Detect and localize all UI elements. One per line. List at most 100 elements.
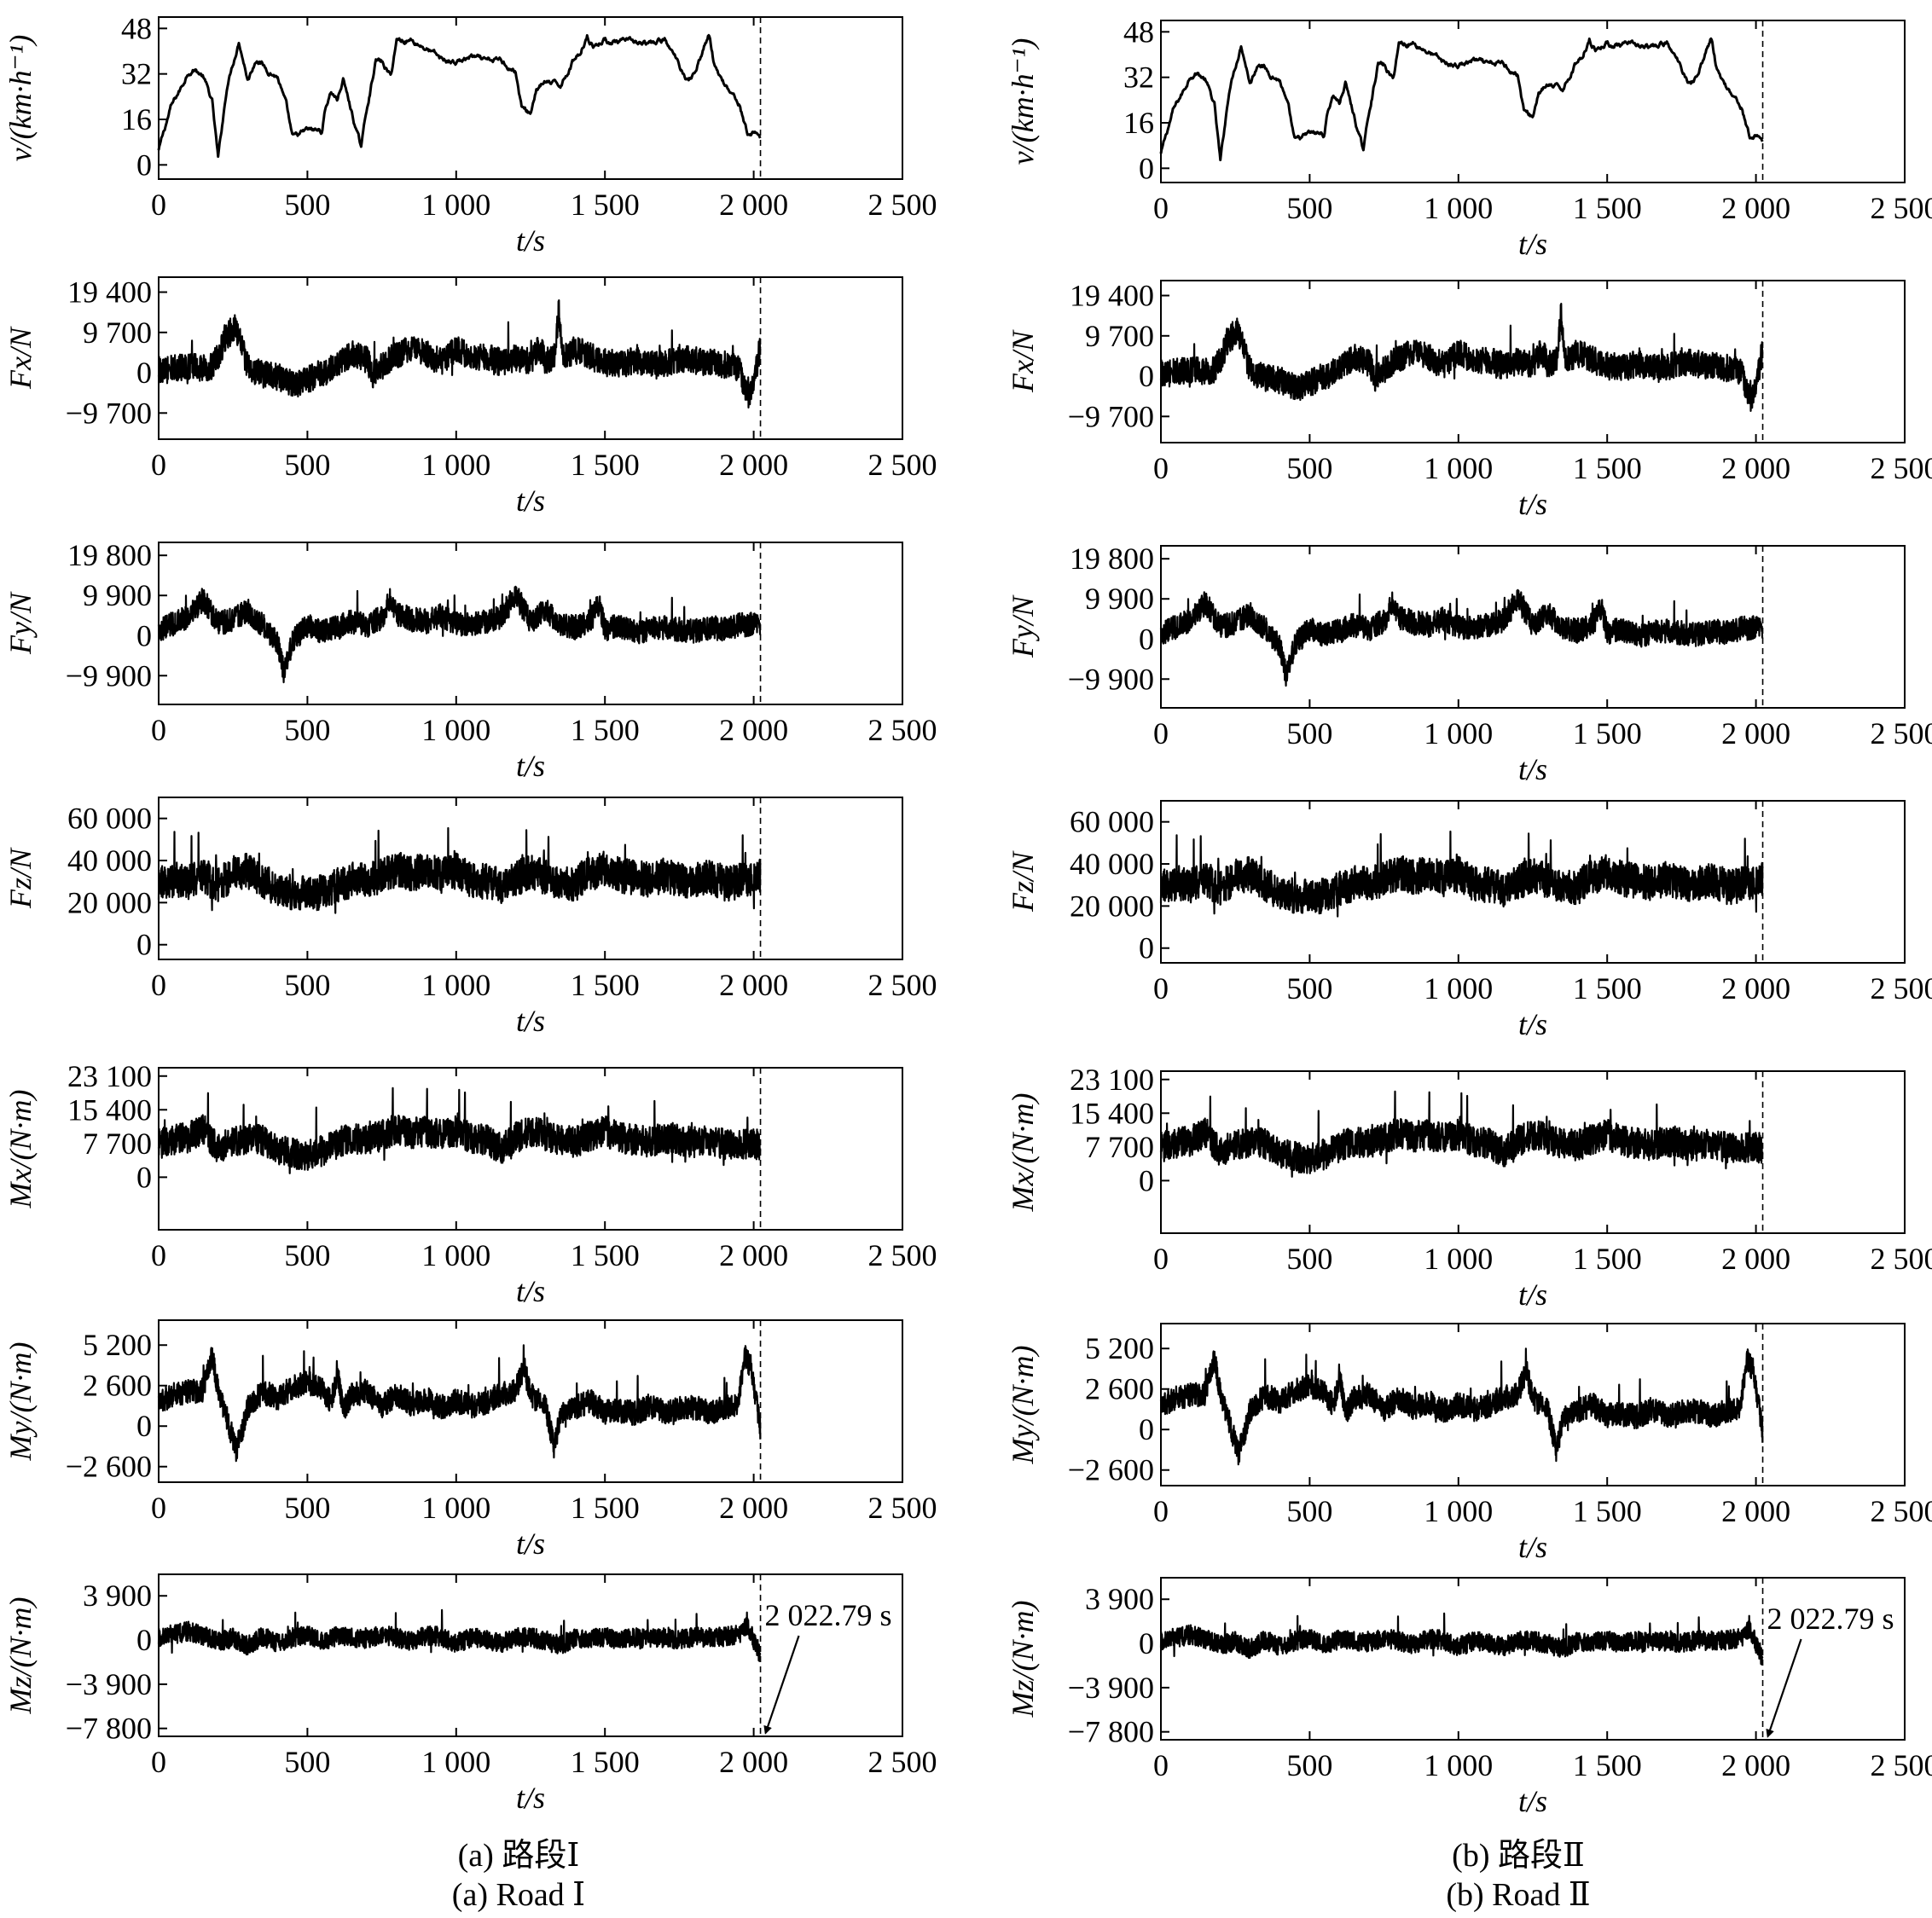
- y-axis-label-b-6: My/(N·m): [1006, 1346, 1040, 1465]
- x-tick-label-a-5-1: 500: [284, 1238, 330, 1272]
- x-axis-label-b-5: t/s: [1518, 1278, 1547, 1312]
- chart-panel-b-6: 0 500 1 000 1 500 2 000 2 500 t/s −2 600 0 2 600 5…: [1006, 1323, 1932, 1564]
- y-axis-label-b-2: Fx/N: [1006, 329, 1040, 393]
- x-tick-label-b-1-3: 1 500: [1573, 191, 1642, 225]
- series-line-b-5: [1159, 1090, 1764, 1178]
- y-tick-label-b-4-1: 20 000: [1070, 889, 1154, 923]
- x-tick-label-b-2-1: 500: [1286, 451, 1332, 485]
- x-axis-label-b-4: t/s: [1518, 1007, 1547, 1041]
- y-tick-label-a-5-2: 15 400: [67, 1092, 152, 1127]
- y-axis-label-b-3: Fy/N: [1006, 594, 1040, 658]
- x-tick-label-b-4-5: 2 500: [1871, 971, 1932, 1005]
- x-tick-label-a-3-4: 2 000: [719, 713, 788, 747]
- x-tick-label-b-7-5: 2 500: [1871, 1748, 1932, 1782]
- y-tick-label-b-7-3: 3 900: [1085, 1582, 1154, 1616]
- y-tick-label-a-5-3: 23 100: [67, 1059, 152, 1093]
- x-tick-label-b-6-4: 2 000: [1721, 1494, 1790, 1528]
- x-axis-label-a-7: t/s: [516, 1781, 545, 1815]
- y-axis-label-a-7: Mz/(N·m): [3, 1597, 38, 1715]
- x-axis-label-a-3: t/s: [516, 749, 545, 783]
- series-line-b-7: [1159, 1612, 1764, 1666]
- y-tick-label-b-3-3: 19 800: [1070, 542, 1154, 576]
- annotation-arrow-b-7: [1766, 1638, 1802, 1738]
- x-axis-label-b-3: t/s: [1518, 752, 1547, 786]
- x-tick-label-a-4-4: 2 000: [719, 968, 788, 1002]
- y-tick-label-a-3-3: 19 800: [67, 538, 152, 572]
- series-line-b-6: [1159, 1347, 1764, 1466]
- x-tick-label-b-4-4: 2 000: [1721, 971, 1790, 1005]
- series-line-b-4: [1159, 830, 1764, 918]
- x-tick-label-a-6-5: 2 500: [868, 1491, 937, 1525]
- y-tick-label-a-4-1: 20 000: [67, 885, 152, 919]
- y-tick-label-b-6-0: −2 600: [1068, 1453, 1154, 1487]
- y-tick-label-b-6-2: 2 600: [1085, 1372, 1154, 1406]
- y-tick-label-a-7-3: 3 900: [83, 1579, 152, 1613]
- y-tick-label-a-1-2: 32: [121, 57, 152, 91]
- x-tick-label-a-3-0: 0: [151, 713, 166, 747]
- y-axis-label-a-4: Fz/N: [3, 847, 38, 909]
- y-tick-label-b-2-0: −9 700: [1068, 399, 1154, 433]
- x-tick-label-b-3-4: 2 000: [1721, 716, 1790, 750]
- y-tick-label-a-7-0: −7 800: [66, 1712, 152, 1746]
- x-tick-label-b-6-2: 1 000: [1424, 1494, 1493, 1528]
- y-axis-label-a-2: Fx/N: [3, 326, 38, 390]
- chart-panel-b-7: 0 500 1 000 1 500 2 000 2 500 t/s −7 800 −3 900 0…: [1006, 1577, 1932, 1818]
- y-axis-label-a-1: v/(km·h⁻¹): [3, 35, 38, 162]
- y-tick-label-a-7-2: 0: [136, 1623, 152, 1657]
- x-axis-label-a-2: t/s: [516, 484, 545, 518]
- x-tick-label-b-5-4: 2 000: [1721, 1242, 1790, 1276]
- y-tick-label-b-2-2: 9 700: [1085, 319, 1154, 353]
- chart-panel-b-3: 0 500 1 000 1 500 2 000 2 500 t/s −9 900 0 9 900 1…: [1006, 542, 1932, 786]
- x-tick-label-a-6-2: 1 000: [421, 1491, 490, 1525]
- y-tick-label-a-3-2: 9 900: [83, 578, 152, 612]
- caption-b-english: (b) Road Ⅱ: [1446, 1877, 1591, 1913]
- x-tick-label-a-4-5: 2 500: [868, 968, 937, 1002]
- marker-annotation-b-7: 2 022.79 s: [1767, 1602, 1894, 1636]
- y-tick-label-b-5-3: 23 100: [1070, 1063, 1154, 1097]
- chart-panel-b-4: 0 500 1 000 1 500 2 000 2 500 t/s 0 20 000 40 000…: [1006, 800, 1932, 1041]
- y-tick-label-b-5-2: 15 400: [1070, 1096, 1154, 1130]
- y-tick-label-b-6-1: 0: [1139, 1412, 1154, 1446]
- x-tick-label-a-2-4: 2 000: [719, 448, 788, 482]
- y-tick-label-b-1-0: 0: [1139, 151, 1154, 185]
- x-tick-label-a-1-2: 1 000: [421, 188, 490, 222]
- x-tick-label-a-2-5: 2 500: [868, 448, 937, 482]
- plot-frame-b-3: [1160, 545, 1906, 709]
- x-tick-label-a-6-3: 1 500: [571, 1491, 640, 1525]
- plot-frame-a-7: [158, 1573, 903, 1737]
- series-line-a-3: [157, 585, 762, 684]
- x-tick-label-a-5-0: 0: [151, 1238, 166, 1272]
- x-tick-label-a-7-1: 500: [284, 1745, 330, 1779]
- series-line-a-1: [157, 33, 762, 159]
- x-tick-label-a-5-4: 2 000: [719, 1238, 788, 1272]
- series-line-b-1: [1159, 37, 1764, 162]
- x-tick-label-b-5-0: 0: [1153, 1242, 1169, 1276]
- x-tick-label-a-3-1: 500: [284, 713, 330, 747]
- plot-frame-a-1: [158, 16, 903, 180]
- series-line-a-6: [157, 1344, 762, 1463]
- caption-a-chinese: (a) 路段Ⅰ: [457, 1838, 580, 1874]
- x-axis-label-b-7: t/s: [1518, 1784, 1547, 1818]
- x-tick-label-a-1-5: 2 500: [868, 188, 937, 222]
- x-tick-label-a-1-0: 0: [151, 188, 166, 222]
- x-tick-label-b-3-1: 500: [1286, 716, 1332, 750]
- x-tick-label-b-1-5: 2 500: [1871, 191, 1932, 225]
- x-tick-label-b-3-0: 0: [1153, 716, 1169, 750]
- x-tick-label-a-4-0: 0: [151, 968, 166, 1002]
- x-tick-label-a-7-4: 2 000: [719, 1745, 788, 1779]
- x-axis-label-b-1: t/s: [1518, 227, 1547, 261]
- x-tick-label-a-1-4: 2 000: [719, 188, 788, 222]
- chart-panel-a-4: 0 500 1 000 1 500 2 000 2 500 t/s 0 20 000 40 000…: [3, 797, 937, 1038]
- x-tick-label-b-6-1: 500: [1286, 1494, 1332, 1528]
- x-tick-label-b-2-2: 1 000: [1424, 451, 1493, 485]
- y-tick-label-a-4-2: 40 000: [67, 843, 152, 878]
- x-tick-label-a-4-1: 500: [284, 968, 330, 1002]
- y-tick-label-b-7-0: −7 800: [1068, 1715, 1154, 1749]
- y-axis-label-a-5: Mx/(N·m): [3, 1090, 38, 1209]
- series-line-b-2: [1159, 303, 1764, 412]
- x-tick-label-b-5-3: 1 500: [1573, 1242, 1642, 1276]
- x-tick-label-a-1-3: 1 500: [571, 188, 640, 222]
